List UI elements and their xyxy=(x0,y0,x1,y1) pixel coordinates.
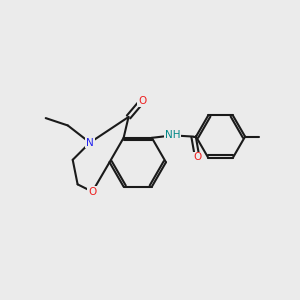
Text: O: O xyxy=(193,152,201,163)
Text: O: O xyxy=(138,96,146,106)
Text: O: O xyxy=(88,187,97,197)
Text: NH: NH xyxy=(165,130,180,140)
Text: N: N xyxy=(86,138,94,148)
